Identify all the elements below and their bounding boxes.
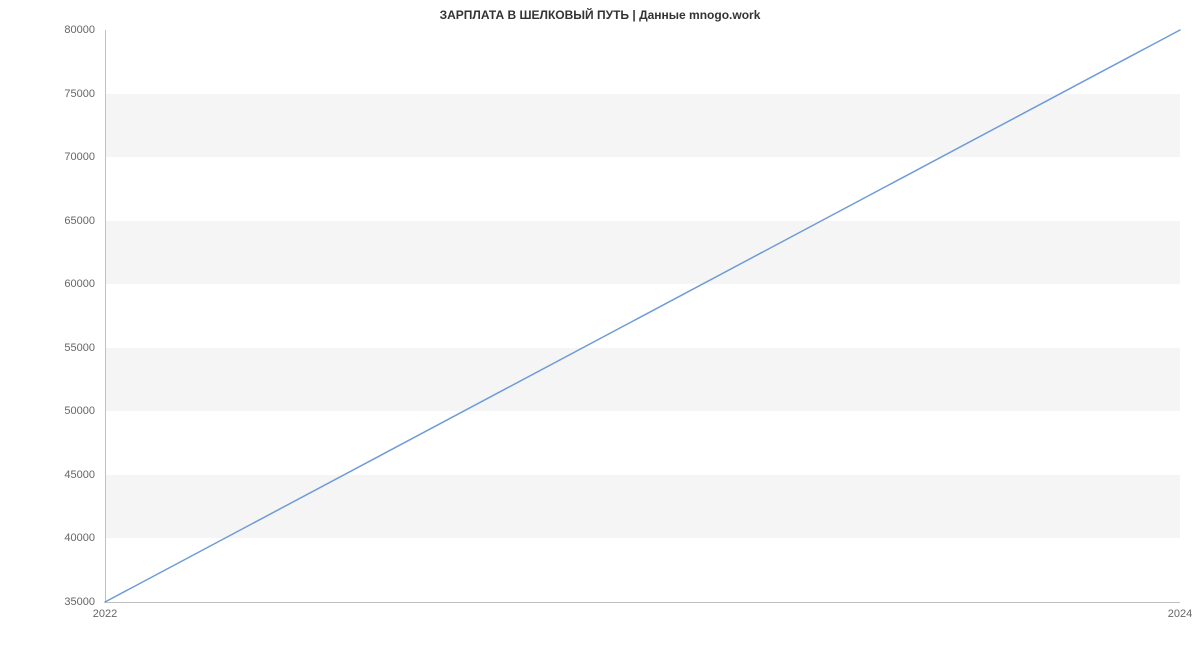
y-tick-label: 65000 <box>0 215 95 227</box>
line-series-svg <box>105 30 1180 602</box>
x-tick-label: 2024 <box>1168 608 1192 620</box>
y-tick-label: 70000 <box>0 151 95 163</box>
y-tick-label: 40000 <box>0 532 95 544</box>
y-tick-label: 45000 <box>0 469 95 481</box>
x-tick-label: 2022 <box>93 608 117 620</box>
chart-title: ЗАРПЛАТА В ШЕЛКОВЫЙ ПУТЬ | Данные mnogo.… <box>0 8 1200 22</box>
chart-container: ЗАРПЛАТА В ШЕЛКОВЫЙ ПУТЬ | Данные mnogo.… <box>0 0 1200 650</box>
y-tick-label: 55000 <box>0 342 95 354</box>
y-tick-label: 50000 <box>0 405 95 417</box>
y-tick-label: 60000 <box>0 278 95 290</box>
series-line <box>105 30 1180 602</box>
x-axis-line <box>105 602 1180 603</box>
y-tick-label: 75000 <box>0 88 95 100</box>
plot-area <box>105 30 1180 602</box>
y-tick-label: 80000 <box>0 24 95 36</box>
y-tick-label: 35000 <box>0 596 95 608</box>
